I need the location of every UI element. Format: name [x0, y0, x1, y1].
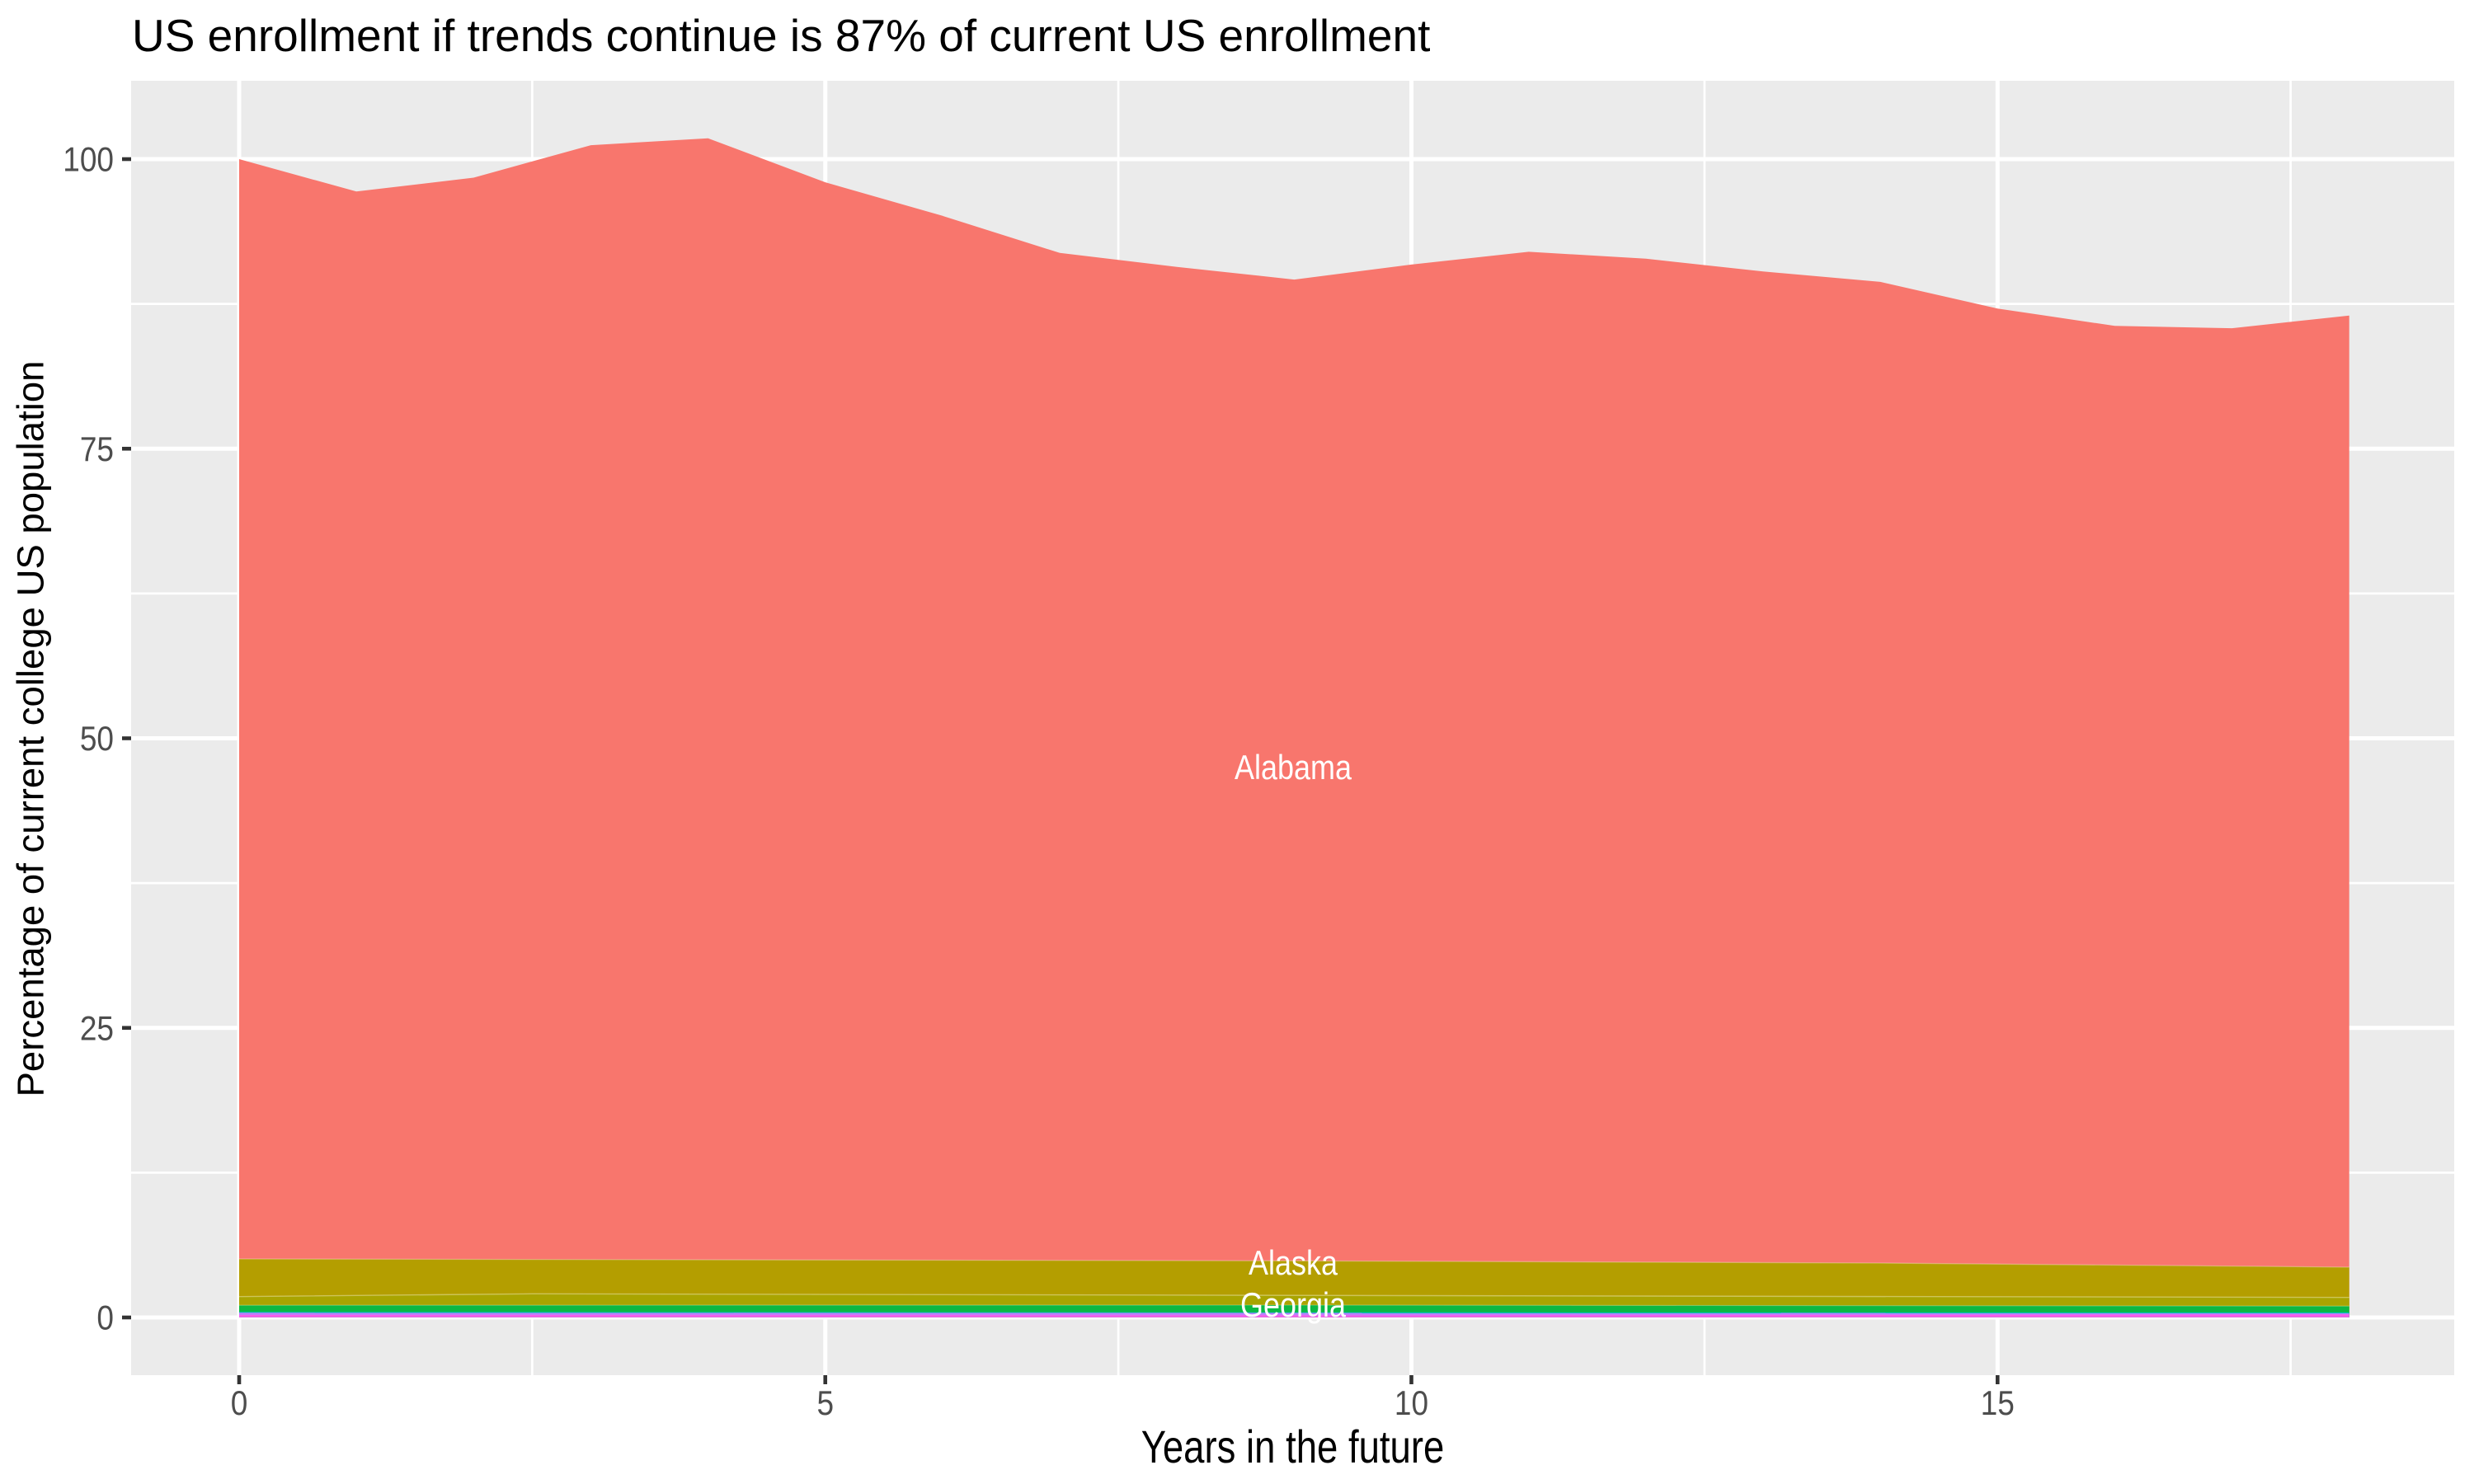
svg-text:Alaska: Alaska — [1249, 1245, 1338, 1283]
svg-text:0: 0 — [231, 1384, 248, 1422]
svg-text:Alabama: Alabama — [1235, 749, 1352, 787]
svg-text:5: 5 — [817, 1384, 835, 1422]
svg-text:0: 0 — [96, 1299, 114, 1337]
svg-text:US enrollment if trends contin: US enrollment if trends continue is 87% … — [132, 10, 1430, 61]
svg-text:Georgia: Georgia — [1240, 1287, 1346, 1325]
svg-text:Years in the future: Years in the future — [1141, 1421, 1445, 1472]
svg-text:75: 75 — [80, 430, 114, 468]
svg-text:100: 100 — [63, 141, 114, 179]
svg-text:10: 10 — [1395, 1384, 1428, 1422]
svg-text:50: 50 — [80, 720, 114, 758]
svg-text:Percentage of current college: Percentage of current college US populat… — [10, 361, 52, 1097]
svg-text:15: 15 — [1981, 1384, 2015, 1422]
svg-text:25: 25 — [80, 1010, 114, 1048]
